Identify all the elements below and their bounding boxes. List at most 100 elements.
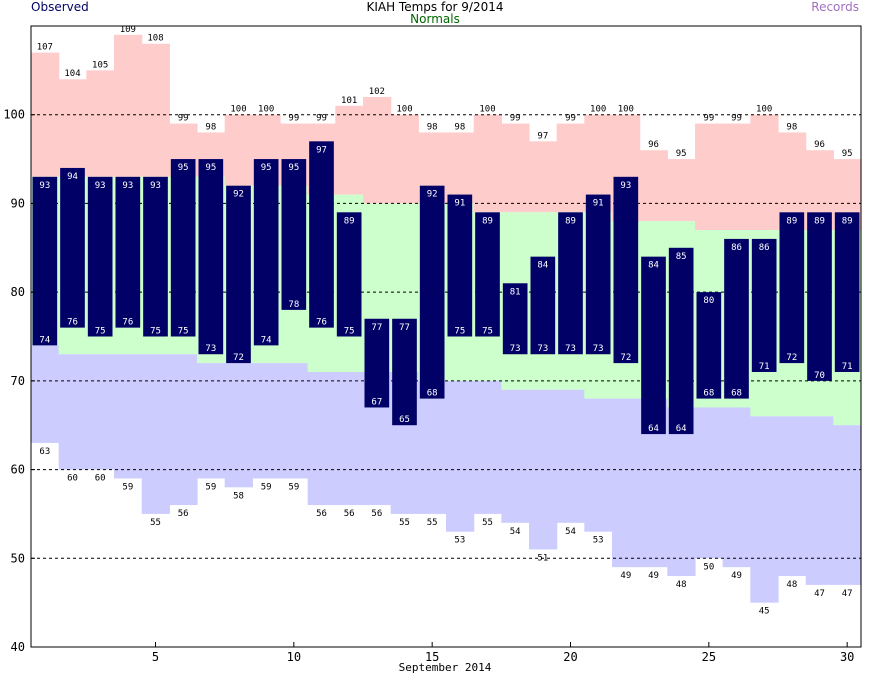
record-high-label: 100 <box>258 105 274 115</box>
record-high-label: 105 <box>92 60 108 70</box>
record-low-band <box>833 425 862 585</box>
observed-low-label: 73 <box>510 344 521 354</box>
observed-high-label: 89 <box>344 216 355 226</box>
observed-bar <box>751 238 777 372</box>
record-high-label: 100 <box>618 105 634 115</box>
record-high-label: 99 <box>703 114 714 124</box>
record-high-label: 96 <box>648 140 659 150</box>
x-tick-label: 10 <box>287 650 301 664</box>
record-high-label: 98 <box>786 122 797 132</box>
observed-high-label: 89 <box>565 216 576 226</box>
observed-bar <box>198 159 224 355</box>
y-tick-label: 50 <box>11 551 25 565</box>
record-high-band <box>667 159 696 222</box>
observed-high-label: 80 <box>703 296 714 306</box>
observed-high-label: 95 <box>205 163 216 173</box>
observed-low-label: 64 <box>676 424 687 434</box>
record-low-band <box>556 389 585 523</box>
observed-low-label: 68 <box>703 389 714 399</box>
x-axis-title: September 2014 <box>399 661 492 674</box>
observed-high-label: 93 <box>122 181 133 191</box>
record-low-band <box>418 380 447 514</box>
record-low-band <box>667 407 696 577</box>
record-high-label: 108 <box>147 34 163 44</box>
observed-bar <box>779 212 805 364</box>
record-high-band <box>363 96 392 204</box>
record-high-label: 109 <box>120 25 136 35</box>
record-low-label: 56 <box>178 509 189 519</box>
observed-low-label: 74 <box>39 335 50 345</box>
observed-bar <box>392 318 417 426</box>
record-low-label: 56 <box>316 509 327 519</box>
record-low-band <box>307 371 336 506</box>
record-low-label: 55 <box>427 518 438 528</box>
y-tick-label: 90 <box>11 196 25 210</box>
observed-low-label: 78 <box>288 300 299 310</box>
record-high-label: 100 <box>230 105 246 115</box>
record-high-band <box>390 114 419 204</box>
record-high-label: 100 <box>756 105 772 115</box>
record-high-band <box>473 114 502 213</box>
observed-high-label: 81 <box>510 287 521 297</box>
legend-observed: Observed <box>31 0 89 14</box>
observed-high-label: 84 <box>537 261 548 271</box>
observed-high-label: 77 <box>399 323 410 333</box>
observed-bar <box>115 176 141 328</box>
observed-bar <box>447 194 473 337</box>
observed-bar <box>724 238 749 399</box>
record-low-band <box>584 398 613 532</box>
record-high-band <box>446 132 475 204</box>
observed-low-label: 73 <box>205 344 216 354</box>
observed-high-label: 89 <box>786 216 797 226</box>
y-tick-label: 100 <box>3 108 25 122</box>
record-low-band <box>778 416 807 577</box>
axes-layer: 40 50 60 70 80 90 100 5 10 15 20 25 30 <box>3 25 862 664</box>
record-low-band <box>197 363 226 479</box>
observed-bar <box>475 212 500 337</box>
record-high-label: 99 <box>178 114 189 124</box>
record-low-band <box>58 354 87 470</box>
observed-bar <box>807 212 832 381</box>
record-low-label: 55 <box>399 518 410 528</box>
observed-bar <box>558 212 583 355</box>
observed-low-label: 71 <box>842 362 853 372</box>
observed-low-label: 75 <box>482 327 493 337</box>
observed-bar <box>585 194 611 355</box>
observed-low-label: 75 <box>150 327 161 337</box>
record-high-band <box>639 150 668 222</box>
record-low-label: 50 <box>703 562 714 572</box>
plot-frame <box>30 25 862 648</box>
record-low-band <box>31 345 60 443</box>
record-low-label: 49 <box>620 571 631 581</box>
record-high-band <box>335 105 364 195</box>
record-high-label: 101 <box>341 96 357 106</box>
observed-low-label: 73 <box>593 344 604 354</box>
observed-bar <box>60 167 85 328</box>
grid-layer <box>31 114 861 559</box>
observed-low-label: 71 <box>759 362 770 372</box>
observed-bar <box>419 185 445 399</box>
record-high-label: 104 <box>64 69 80 79</box>
record-low-label: 56 <box>344 509 355 519</box>
record-high-band <box>695 123 724 231</box>
observed-low-label: 65 <box>399 415 410 425</box>
record-low-label: 49 <box>648 571 659 581</box>
observed-high-label: 92 <box>427 190 438 200</box>
record-high-band <box>114 34 143 177</box>
observed-bar <box>696 292 722 399</box>
observed-low-label: 75 <box>344 327 355 337</box>
record-low-band <box>252 363 281 479</box>
record-low-label: 53 <box>593 536 604 546</box>
record-high-label: 99 <box>731 114 742 124</box>
record-high-label: 98 <box>205 122 216 132</box>
observed-high-label: 91 <box>593 199 604 209</box>
observed-bar <box>32 176 58 346</box>
y-tick-label: 80 <box>11 285 25 299</box>
record-low-label: 54 <box>510 527 521 537</box>
observed-high-label: 89 <box>482 216 493 226</box>
observed-low-label: 67 <box>371 397 382 407</box>
record-low-label: 59 <box>261 482 272 492</box>
legend-records: Records <box>811 0 859 14</box>
record-low-label: 47 <box>842 589 853 599</box>
y-tick-label: 60 <box>11 463 25 477</box>
